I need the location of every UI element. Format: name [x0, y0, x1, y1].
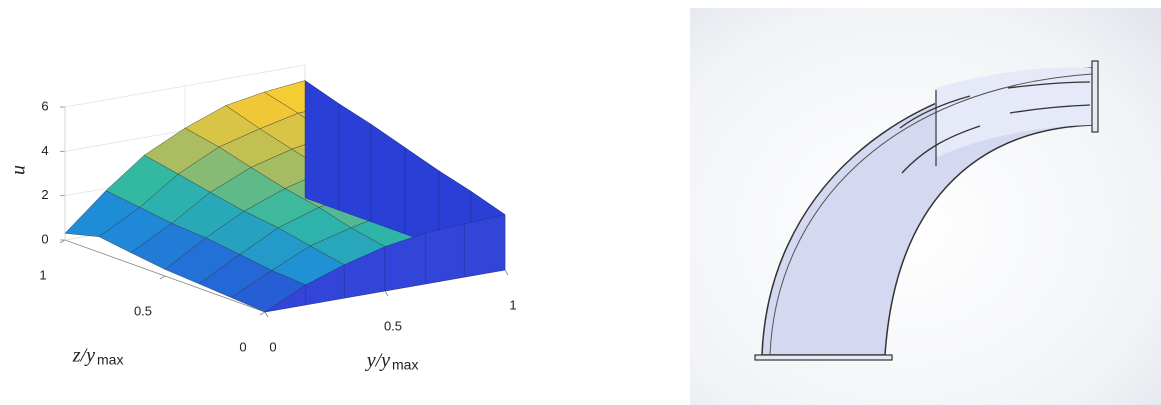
y-tick-label: 1: [39, 267, 46, 282]
y-tick-label: 0.5: [134, 303, 152, 318]
pipe-illustration: [690, 8, 1161, 405]
tick-mark: [260, 312, 265, 315]
right-flange: [1092, 61, 1098, 132]
z-tick-label: 4: [41, 143, 48, 158]
side-face: [464, 215, 505, 278]
x-axis-label-sub: max: [392, 357, 418, 373]
z-tick-label: 2: [41, 187, 48, 202]
z-axis-label: u: [8, 165, 30, 175]
figure: u z/y max y/y max 0 2 4 6 0 0.5 1 0 0.5 1: [0, 0, 1161, 405]
surface-chart: u z/y max y/y max 0 2 4 6 0 0.5 1 0 0.5 1: [0, 0, 600, 405]
tick-mark: [265, 312, 268, 317]
y-axis-label: z/y: [72, 345, 95, 367]
tick-mark: [385, 291, 388, 296]
side-face: [426, 224, 464, 284]
tick-mark: [160, 276, 165, 279]
side-face: [371, 124, 405, 234]
x-tick-label: 0.5: [384, 318, 402, 333]
y-axis-label-sub: max: [97, 352, 123, 368]
x-tick-label: 1: [509, 297, 516, 312]
z-tick-label: 0: [41, 231, 48, 246]
side-face: [305, 81, 339, 211]
side-face: [339, 104, 371, 222]
bottom-flange: [755, 355, 892, 360]
y-tick-label: 0: [239, 339, 246, 354]
x-tick-label: 0: [269, 339, 276, 354]
tick-mark: [505, 270, 508, 275]
z-tick-label: 6: [41, 98, 48, 113]
x-axis-label: y/y: [365, 350, 390, 372]
tick-mark: [60, 240, 65, 243]
